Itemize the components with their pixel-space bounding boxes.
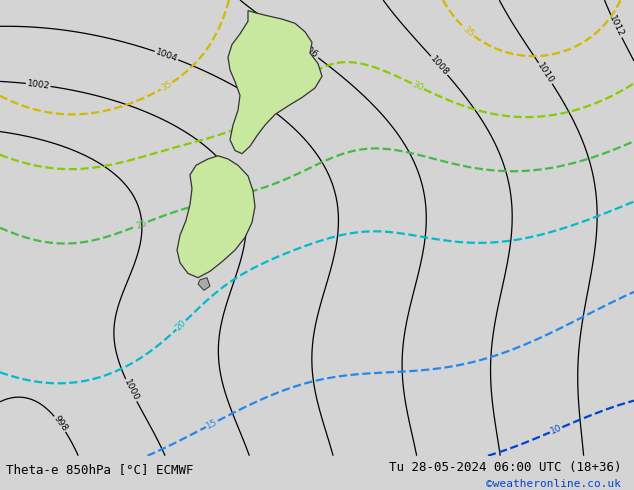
Text: 1010: 1010 (535, 61, 555, 85)
Text: 25: 25 (135, 218, 148, 230)
Polygon shape (228, 11, 322, 154)
Text: 1008: 1008 (428, 54, 450, 77)
Text: Theta-e 850hPa [°C] ECMWF: Theta-e 850hPa [°C] ECMWF (6, 463, 194, 476)
Text: 35: 35 (462, 24, 476, 39)
Text: 998: 998 (51, 414, 69, 434)
Text: 1006: 1006 (296, 40, 320, 61)
Text: 1002: 1002 (27, 79, 50, 91)
Text: 10: 10 (549, 423, 563, 436)
Text: ©weatheronline.co.uk: ©weatheronline.co.uk (486, 479, 621, 489)
Text: 30: 30 (411, 80, 425, 93)
Text: 1004: 1004 (154, 48, 179, 64)
Text: 35: 35 (159, 79, 174, 93)
Text: 1012: 1012 (607, 14, 625, 39)
Polygon shape (198, 278, 210, 291)
Text: 15: 15 (205, 417, 219, 431)
Text: Tu 28-05-2024 06:00 UTC (18+36): Tu 28-05-2024 06:00 UTC (18+36) (389, 461, 621, 474)
Text: 20: 20 (174, 318, 188, 332)
Text: 1000: 1000 (122, 378, 140, 403)
Polygon shape (177, 156, 255, 278)
